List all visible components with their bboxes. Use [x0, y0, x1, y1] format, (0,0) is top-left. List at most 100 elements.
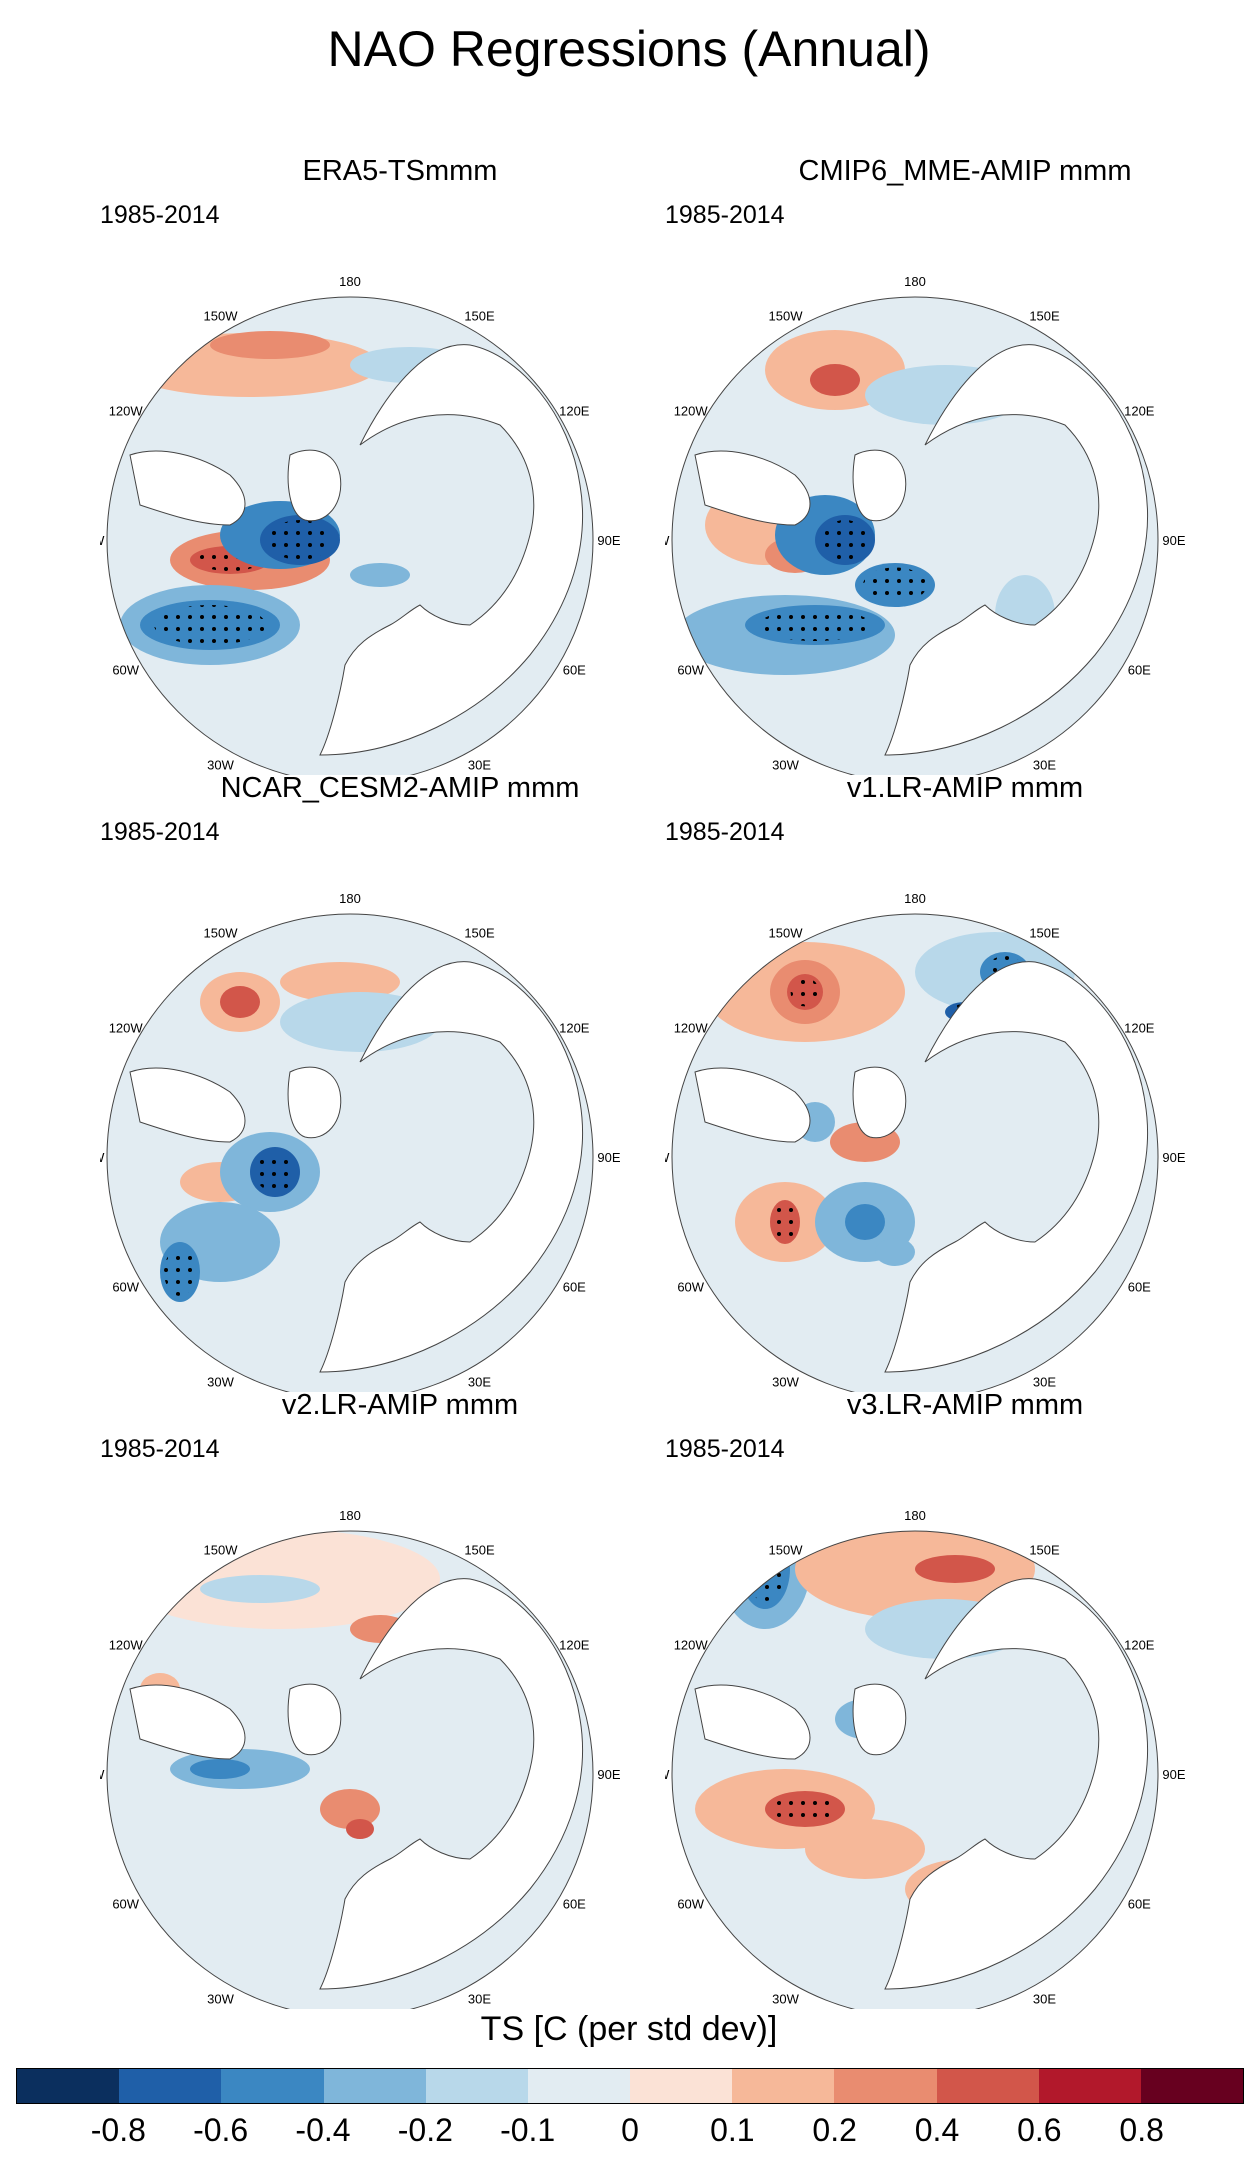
- colorbar-title: TS [C (per std dev)]: [480, 2010, 778, 2048]
- panel-period: 1985-2014: [100, 1435, 220, 1463]
- significance-stipple: [759, 609, 871, 641]
- colorbar-tick-label: -0.2: [397, 2112, 453, 2148]
- anomaly-region: [190, 1759, 250, 1779]
- significance-stipple: [773, 1204, 797, 1240]
- colorbar: [16, 2068, 1244, 2104]
- colorbar-box: [630, 2069, 733, 2103]
- figure-title: NAO Regressions (Annual): [327, 21, 931, 77]
- panel-ncar-cesm2: NCAR_CESM2-AMIP mmm 1985-2014 180 150E 120…: [100, 772, 700, 1392]
- polar-map: 180150E120E90E60E30E030W60W90W120W150W: [100, 1508, 621, 2009]
- panel-period: 1985-2014: [665, 201, 785, 229]
- longitude-label: 30E: [1033, 757, 1056, 772]
- polar-map: 180150E120E90E60E30E030W60W90W120W150W: [665, 274, 1186, 775]
- anomaly-region: [220, 986, 260, 1018]
- longitude-label: 30E: [1033, 1374, 1056, 1389]
- longitude-label: 90W: [665, 1767, 670, 1782]
- longitude-label: 150E: [464, 926, 495, 941]
- significance-stipple: [255, 1152, 295, 1192]
- panel-v3-lr: v3.LR-AMIP mmm 1985-2014 180 150E 120E 90E 6…: [665, 1389, 1258, 2009]
- longitude-label: 60W: [112, 1280, 139, 1295]
- panel-period: 1985-2014: [665, 1435, 785, 1463]
- coastline: [129, 1684, 246, 1760]
- polar-map: 180150E120E90E60E30E030W60W90W120W150W: [100, 891, 621, 1392]
- longitude-label: 30E: [468, 757, 491, 772]
- longitude-label: 120W: [109, 404, 144, 419]
- colorbar-tick-label: -0.8: [90, 2112, 146, 2148]
- anomaly-region: [200, 1575, 320, 1603]
- panel-title: CMIP6_MME-AMIP mmm: [798, 155, 1132, 187]
- panel-era5: ERA5-TSmmm 1985-2014 180 150E 120E 90E 60E 30…: [100, 155, 700, 775]
- anomaly-region: [875, 1238, 915, 1266]
- coastline: [884, 961, 1148, 1373]
- colorbar-box: [323, 2069, 426, 2103]
- longitude-label: 120E: [1124, 404, 1155, 419]
- coastline: [852, 1066, 907, 1139]
- longitude-label: 150E: [1029, 1543, 1060, 1558]
- longitude-label: 180: [339, 274, 361, 289]
- longitude-label: 150W: [769, 309, 804, 324]
- polar-map: 180150E120E90E60E30E030W60W90W120W150W: [100, 274, 621, 775]
- longitude-label: 60E: [1128, 663, 1151, 678]
- longitude-label: 30E: [468, 1374, 491, 1389]
- longitude-label: 120E: [1124, 1638, 1155, 1653]
- longitude-label: 30W: [772, 757, 799, 772]
- longitude-label: 90E: [1162, 1767, 1185, 1782]
- coastline: [287, 449, 342, 522]
- panel-title: NCAR_CESM2-AMIP mmm: [220, 772, 580, 804]
- longitude-label: 30W: [207, 1374, 234, 1389]
- panel-cmip6-mme: CMIP6_MME-AMIP mmm 1985-2014 180 150E 120E…: [665, 155, 1258, 775]
- colorbar-tick-label: 0.4: [914, 2112, 960, 2148]
- longitude-label: 150W: [204, 309, 239, 324]
- colorbar-tick-label: 0: [621, 2112, 639, 2148]
- panel-title: ERA5-TSmmm: [302, 155, 498, 187]
- coastline: [319, 961, 583, 1373]
- anomaly-region: [810, 364, 860, 396]
- coastline: [319, 344, 583, 756]
- panel-title: v2.LR-AMIP mmm: [281, 1389, 519, 1421]
- longitude-label: 60E: [1128, 1280, 1151, 1295]
- longitude-label: 120E: [559, 1638, 590, 1653]
- longitude-label: 120W: [674, 1021, 709, 1036]
- colorbar-box: [732, 2069, 835, 2103]
- coastline: [884, 1578, 1148, 1990]
- longitude-label: 90E: [597, 1767, 620, 1782]
- map-boundary: [671, 296, 1159, 775]
- colorbar-box: [936, 2069, 1039, 2103]
- longitude-label: 60W: [677, 663, 704, 678]
- significance-stipple: [154, 605, 266, 645]
- longitude-label: 60E: [563, 1280, 586, 1295]
- longitude-label: 120W: [674, 1638, 709, 1653]
- colorbar-box: [119, 2069, 222, 2103]
- colorbar-box: [425, 2069, 528, 2103]
- longitude-label: 150E: [464, 1543, 495, 1558]
- map-boundary: [106, 1530, 594, 2009]
- map-boundary: [671, 1530, 1159, 2009]
- longitude-label: 120E: [559, 1021, 590, 1036]
- longitude-label: 150E: [1029, 926, 1060, 941]
- significance-stipple: [773, 1794, 837, 1824]
- coastline: [129, 450, 246, 526]
- longitude-label: 90W: [100, 533, 105, 548]
- coastline: [694, 1684, 811, 1760]
- longitude-label: 90W: [100, 1150, 105, 1165]
- colorbar-tick-label: -0.4: [295, 2112, 351, 2148]
- anomaly-region: [346, 1819, 374, 1839]
- longitude-label: 150W: [769, 1543, 804, 1558]
- longitude-label: 30E: [468, 1991, 491, 2006]
- longitude-label: 30W: [772, 1374, 799, 1389]
- anomaly-region: [280, 962, 400, 1002]
- map-boundary: [671, 913, 1159, 1392]
- coastline: [852, 1683, 907, 1756]
- longitude-label: 30W: [772, 1991, 799, 2006]
- colorbar-box: [221, 2069, 324, 2103]
- polar-map: 180150E120E90E60E30E030W60W90W120W150W: [665, 1508, 1186, 2009]
- colorbar-tick-label: 0.1: [710, 2112, 755, 2148]
- colorbar-box: [834, 2069, 937, 2103]
- longitude-label: 120E: [1124, 1021, 1155, 1036]
- panel-title: v1.LR-AMIP mmm: [846, 772, 1084, 804]
- longitude-label: 30W: [207, 1991, 234, 2006]
- longitude-label: 120W: [674, 404, 709, 419]
- significance-stipple: [709, 920, 741, 984]
- longitude-label: 150E: [1029, 309, 1060, 324]
- coastline: [287, 1066, 342, 1139]
